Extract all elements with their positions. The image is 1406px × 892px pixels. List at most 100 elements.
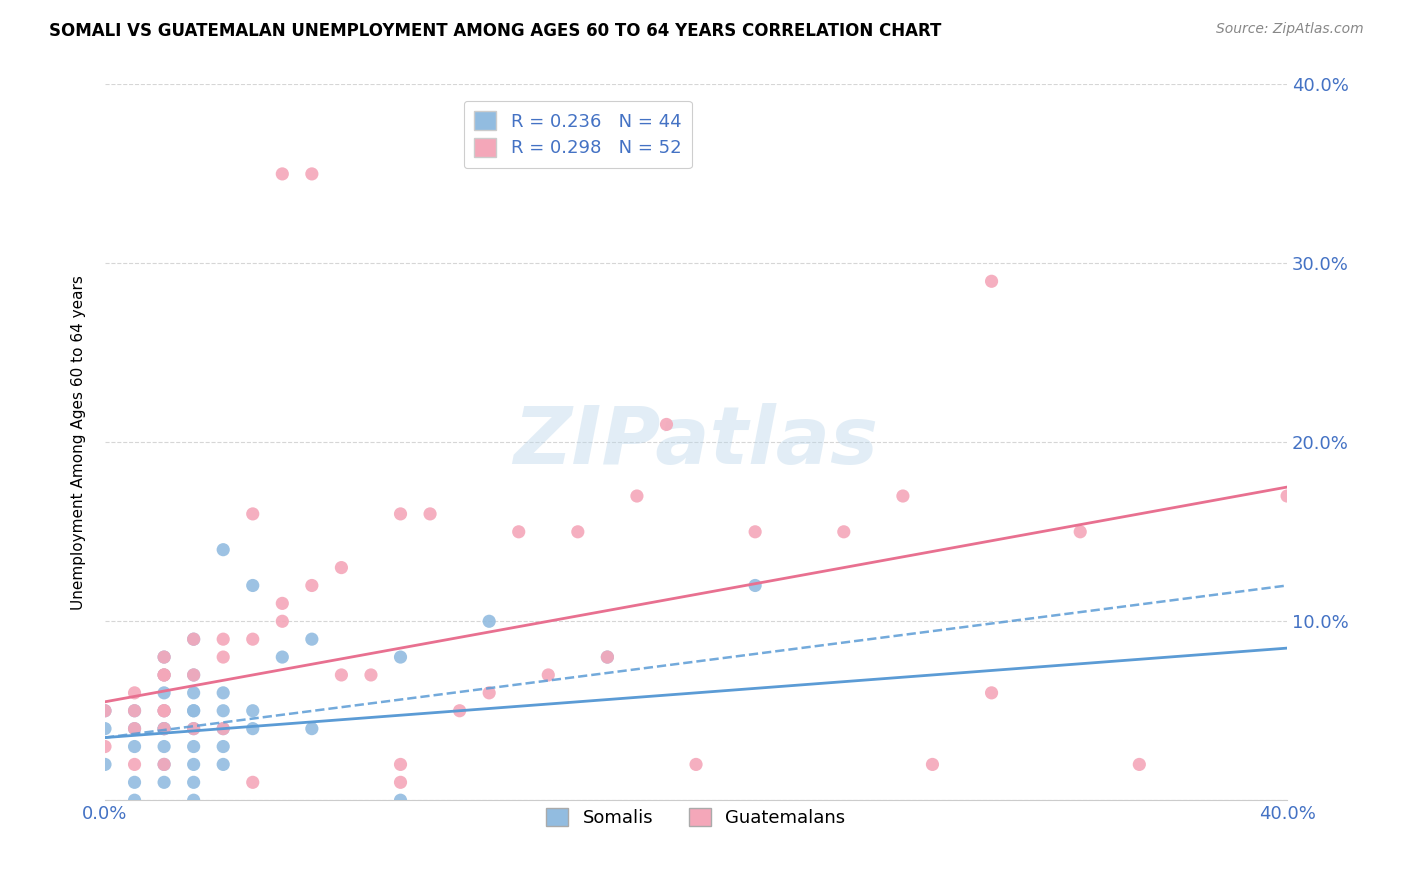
- Point: [271, 596, 294, 610]
- Point: [153, 775, 176, 789]
- Point: [153, 668, 176, 682]
- Point: [626, 489, 648, 503]
- Point: [212, 757, 235, 772]
- Point: [124, 704, 146, 718]
- Point: [478, 686, 501, 700]
- Point: [153, 722, 176, 736]
- Point: [744, 524, 766, 539]
- Point: [94, 704, 117, 718]
- Point: [242, 704, 264, 718]
- Point: [153, 722, 176, 736]
- Point: [242, 632, 264, 647]
- Legend: Somalis, Guatemalans: Somalis, Guatemalans: [540, 800, 853, 834]
- Point: [153, 650, 176, 665]
- Point: [242, 722, 264, 736]
- Point: [242, 507, 264, 521]
- Point: [183, 722, 205, 736]
- Point: [183, 739, 205, 754]
- Point: [1275, 489, 1298, 503]
- Point: [183, 632, 205, 647]
- Point: [330, 668, 353, 682]
- Text: ZIPatlas: ZIPatlas: [513, 403, 879, 482]
- Point: [360, 668, 382, 682]
- Point: [301, 578, 323, 592]
- Point: [389, 793, 412, 807]
- Point: [183, 704, 205, 718]
- Point: [212, 650, 235, 665]
- Point: [271, 650, 294, 665]
- Point: [389, 775, 412, 789]
- Point: [153, 686, 176, 700]
- Point: [685, 757, 707, 772]
- Point: [153, 668, 176, 682]
- Point: [212, 722, 235, 736]
- Point: [153, 757, 176, 772]
- Point: [449, 704, 471, 718]
- Point: [183, 668, 205, 682]
- Point: [212, 542, 235, 557]
- Point: [389, 757, 412, 772]
- Point: [212, 632, 235, 647]
- Point: [389, 507, 412, 521]
- Point: [1128, 757, 1150, 772]
- Point: [655, 417, 678, 432]
- Text: SOMALI VS GUATEMALAN UNEMPLOYMENT AMONG AGES 60 TO 64 YEARS CORRELATION CHART: SOMALI VS GUATEMALAN UNEMPLOYMENT AMONG …: [49, 22, 942, 40]
- Point: [508, 524, 530, 539]
- Point: [891, 489, 914, 503]
- Point: [301, 722, 323, 736]
- Point: [537, 668, 560, 682]
- Point: [1069, 524, 1091, 539]
- Point: [124, 739, 146, 754]
- Point: [212, 686, 235, 700]
- Point: [124, 757, 146, 772]
- Point: [94, 704, 117, 718]
- Point: [183, 757, 205, 772]
- Point: [478, 614, 501, 628]
- Point: [419, 507, 441, 521]
- Point: [124, 793, 146, 807]
- Point: [183, 722, 205, 736]
- Point: [124, 686, 146, 700]
- Point: [242, 578, 264, 592]
- Point: [389, 650, 412, 665]
- Point: [330, 560, 353, 574]
- Point: [212, 704, 235, 718]
- Point: [271, 614, 294, 628]
- Point: [744, 578, 766, 592]
- Point: [183, 686, 205, 700]
- Point: [153, 704, 176, 718]
- Point: [124, 775, 146, 789]
- Point: [183, 704, 205, 718]
- Y-axis label: Unemployment Among Ages 60 to 64 years: Unemployment Among Ages 60 to 64 years: [72, 275, 86, 610]
- Point: [94, 722, 117, 736]
- Point: [567, 524, 589, 539]
- Point: [183, 775, 205, 789]
- Point: [153, 668, 176, 682]
- Point: [980, 274, 1002, 288]
- Point: [124, 722, 146, 736]
- Point: [94, 757, 117, 772]
- Point: [94, 739, 117, 754]
- Point: [153, 704, 176, 718]
- Point: [242, 775, 264, 789]
- Point: [980, 686, 1002, 700]
- Point: [124, 704, 146, 718]
- Text: Source: ZipAtlas.com: Source: ZipAtlas.com: [1216, 22, 1364, 37]
- Point: [212, 739, 235, 754]
- Point: [183, 793, 205, 807]
- Point: [153, 739, 176, 754]
- Point: [212, 722, 235, 736]
- Point: [183, 632, 205, 647]
- Point: [153, 722, 176, 736]
- Point: [153, 757, 176, 772]
- Point: [832, 524, 855, 539]
- Point: [301, 632, 323, 647]
- Point: [596, 650, 619, 665]
- Point: [921, 757, 943, 772]
- Point: [271, 167, 294, 181]
- Point: [124, 722, 146, 736]
- Point: [153, 704, 176, 718]
- Point: [596, 650, 619, 665]
- Point: [301, 167, 323, 181]
- Point: [183, 668, 205, 682]
